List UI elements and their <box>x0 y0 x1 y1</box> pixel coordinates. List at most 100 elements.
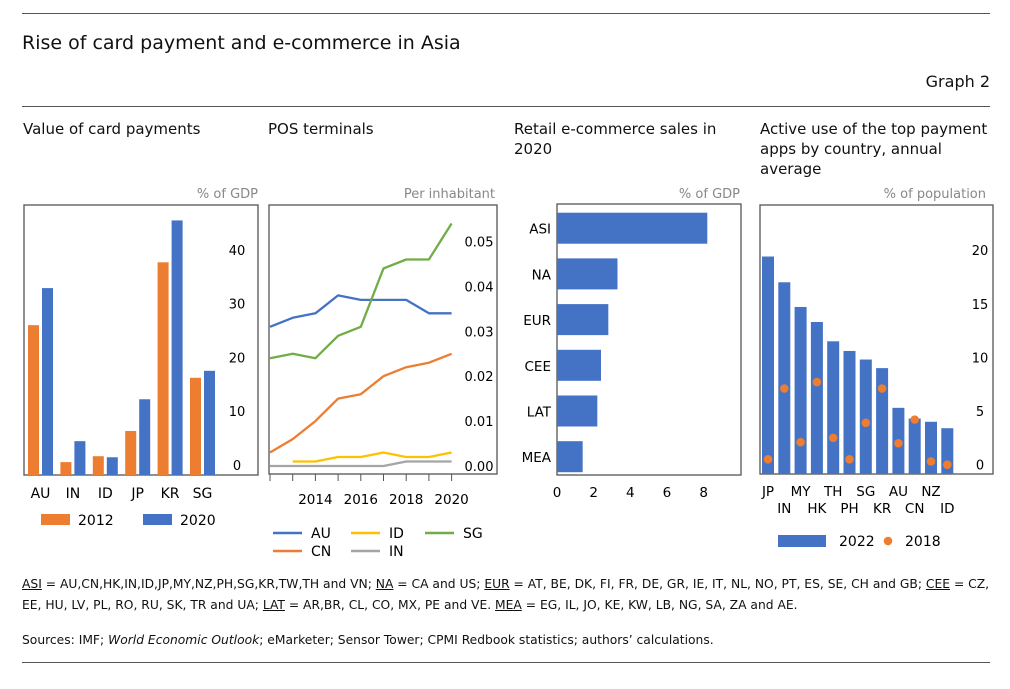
x-tick-label: AU <box>31 486 51 502</box>
panel2-unit: Per inhabitant <box>403 187 495 202</box>
bar-KR-2022 <box>876 368 889 474</box>
y-tick-label: 30 <box>229 298 246 313</box>
footnote-abbr: MEA <box>495 598 522 612</box>
panel4-title: Active use of the top payment apps by co… <box>760 120 988 178</box>
panel2-title: POS terminals <box>268 120 374 138</box>
bar-JP-2022 <box>762 256 774 474</box>
bar-PH-2022 <box>843 350 856 474</box>
dot-JP-2018 <box>763 455 773 464</box>
dot-IN-2018 <box>780 384 789 393</box>
y-tick-label: 0.03 <box>465 325 494 340</box>
graph-title: Rise of card payment and e-commerce in A… <box>22 32 461 54</box>
y-category-label: LAT <box>527 405 552 421</box>
y-tick-label: 0.02 <box>465 370 494 385</box>
footnote-def: = CZ, EE, HU, LV, PL, RO, RU, SK, TR and… <box>22 577 990 612</box>
x-tick-label: 2014 <box>298 492 332 508</box>
panel3-unit: % of GDP <box>678 187 740 202</box>
bar-HK-2022 <box>810 321 823 474</box>
legend-swatch-2020 <box>143 514 172 525</box>
x-tick-label: 6 <box>663 485 672 501</box>
bar-NA <box>557 258 618 290</box>
legend-label: CN <box>311 544 331 560</box>
x-tick-label: IN <box>777 501 791 517</box>
footnote-def: = AR,BR, CL, CO, MX, PE and VE. <box>284 598 496 612</box>
legend-label: 2012 <box>78 513 114 529</box>
y-tick-label: 40 <box>229 244 246 259</box>
bar-IN-2020 <box>74 441 86 475</box>
x-tick-label: 2 <box>589 485 598 501</box>
x-tick-label: 2020 <box>434 492 468 508</box>
line-ID <box>292 451 452 463</box>
bar-NZ-2022 <box>925 421 937 474</box>
top-rule <box>22 13 990 14</box>
dot-AU-2018 <box>894 438 903 448</box>
dot-ID-2018 <box>943 460 952 470</box>
x-tick-label: IN <box>66 486 81 502</box>
footnote-abbr: ASI <box>22 577 42 591</box>
y-category-label: NA <box>532 267 552 283</box>
panel3-title: Retail e-commerce sales in 2020 <box>514 120 717 158</box>
y-tick-label: 0 <box>233 459 241 474</box>
dot-SG-2018 <box>861 418 871 428</box>
panel1-unit: % of GDP <box>196 187 258 202</box>
dot-KR-2018 <box>877 384 887 393</box>
y-tick-label: 0 <box>976 459 984 474</box>
bar-AU-2020 <box>42 288 53 475</box>
legend-label: AU <box>311 526 331 542</box>
bar-SG-2022 <box>859 359 872 474</box>
y-category-label: EUR <box>523 313 551 329</box>
y-category-label: CEE <box>525 359 552 375</box>
legend-label: IN <box>389 544 404 560</box>
line-IN <box>270 460 452 468</box>
x-tick-label: PH <box>840 501 858 517</box>
bar-IN-2012 <box>60 462 72 475</box>
line-SG <box>269 222 453 360</box>
bar-TH-2022 <box>827 341 840 474</box>
x-tick-label: SG <box>856 484 875 500</box>
footnote-abbr: CEE <box>925 577 951 591</box>
x-tick-label: 2018 <box>389 492 423 508</box>
bar-SG-2012 <box>190 377 201 475</box>
x-tick-label: TH <box>823 484 842 500</box>
bar-MY-2022 <box>794 306 807 474</box>
x-tick-label: 0 <box>553 485 562 501</box>
x-tick-label: KR <box>873 501 891 517</box>
y-tick-label: 20 <box>972 244 989 259</box>
y-tick-label: 0.00 <box>465 460 494 475</box>
legend-swatch-2012 <box>41 514 70 525</box>
y-tick-label: 5 <box>976 405 984 420</box>
bar-KR-2012 <box>157 262 169 475</box>
bar-JP-2012 <box>125 430 137 475</box>
dot-CN-2018 <box>910 415 919 424</box>
line-CN <box>269 352 453 454</box>
bar-EUR <box>557 304 609 336</box>
line-AU <box>269 294 452 328</box>
dot-HK-2018 <box>812 377 822 387</box>
bar-AU-2012 <box>28 325 39 475</box>
bar-CEE <box>557 349 601 381</box>
x-tick-label: JP <box>761 484 774 500</box>
legend-label: 2020 <box>180 513 216 529</box>
dot-NZ-2018 <box>926 457 936 466</box>
panel4-unit: % of population <box>883 187 986 202</box>
legend-label: SG <box>463 526 483 542</box>
footnote-def: = AT, BE, DK, FI, FR, DE, GR, IE, IT, NL… <box>509 577 926 591</box>
x-tick-label: 8 <box>699 485 708 501</box>
sources-suffix: ; eMarketer; Sensor Tower; CPMI Redbook … <box>259 633 714 647</box>
footnote-abbr: LAT <box>262 598 285 612</box>
y-tick-label: 0.01 <box>465 415 494 430</box>
footnote-definitions: ASI = AU,CN,HK,IN,ID,JP,MY,NZ,PH,SG,KR,T… <box>22 574 992 616</box>
bar-CN-2022 <box>908 418 921 474</box>
legend-label: 2022 <box>839 534 875 550</box>
bar-IN-2022 <box>778 282 791 474</box>
x-tick-label: AU <box>889 484 908 500</box>
bar-LAT <box>557 395 598 427</box>
legend-label: 2018 <box>905 534 941 550</box>
x-tick-label: SG <box>193 486 213 502</box>
legend-dot-2018 <box>883 536 893 546</box>
y-tick-label: 10 <box>229 405 246 420</box>
panel1-title: Value of card payments <box>23 120 201 138</box>
sources-italic: World Economic Outlook <box>108 633 260 647</box>
bottom-rule <box>22 662 990 663</box>
x-tick-label: 2016 <box>344 492 378 508</box>
